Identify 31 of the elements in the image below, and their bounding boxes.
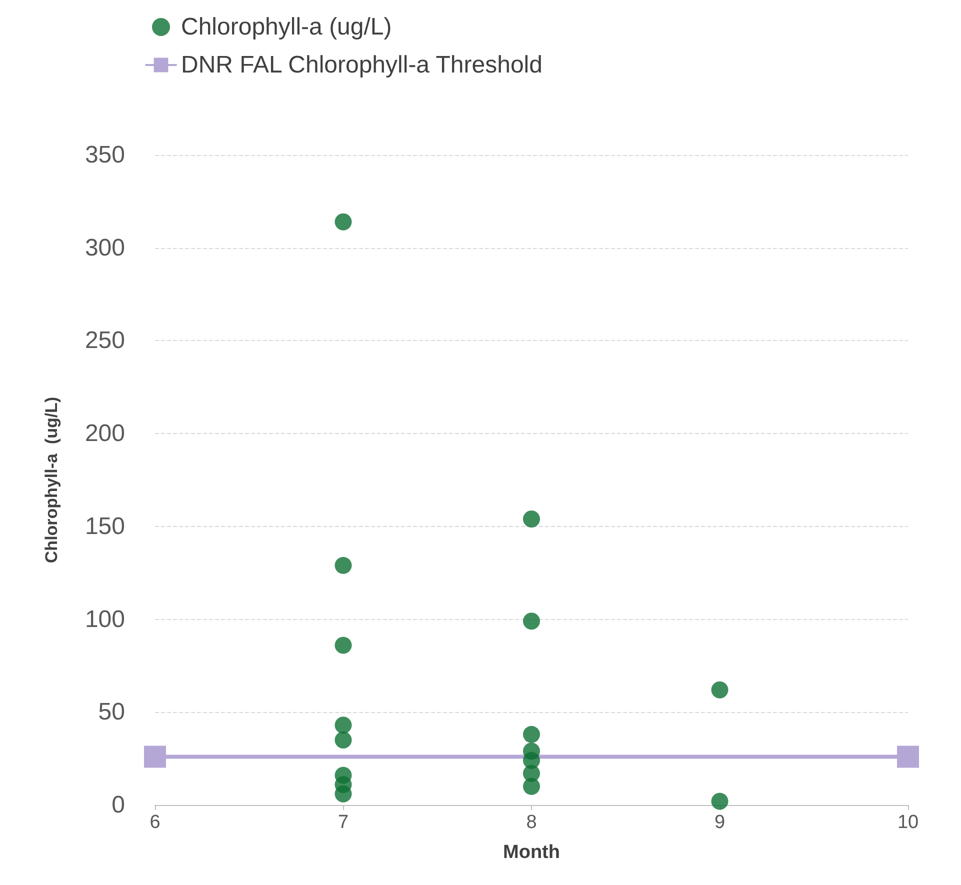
y-tick-label: 200: [84, 420, 125, 448]
point: [523, 778, 540, 795]
point: [144, 746, 166, 768]
y-tick-label: 350: [84, 142, 125, 168]
legend-label: DNR FAL Chlorophyll-a Threshold: [181, 52, 542, 78]
legend-label: Chlorophyll-a (ug/L): [181, 14, 392, 40]
y-tick-label: 0: [112, 792, 125, 818]
point: [334, 636, 352, 654]
point: [334, 716, 352, 734]
x-axis-title: Month: [503, 842, 560, 863]
point: [897, 746, 919, 768]
x-tick-label: 9: [714, 812, 726, 833]
x-tick-label: 6: [150, 812, 160, 833]
x-tick-label: 7: [338, 812, 349, 833]
point: [334, 213, 352, 230]
y-tick-label: 300: [84, 234, 125, 262]
x-tick-label: 8: [526, 812, 537, 833]
point: [334, 556, 352, 574]
y-axis-title: Chlorophyll-a (ug/L): [42, 396, 61, 564]
point: [523, 612, 540, 630]
y-tick-label: 250: [84, 327, 125, 354]
y-tick-label: 50: [98, 698, 125, 726]
point: [711, 792, 728, 810]
y-tick-label: 100: [84, 606, 125, 633]
point: [711, 681, 728, 698]
point: [334, 785, 352, 802]
point: [523, 510, 540, 528]
point: [334, 732, 352, 748]
x-tick-label: 10: [897, 812, 919, 833]
y-tick-label: 150: [84, 512, 125, 540]
point: [523, 726, 540, 743]
